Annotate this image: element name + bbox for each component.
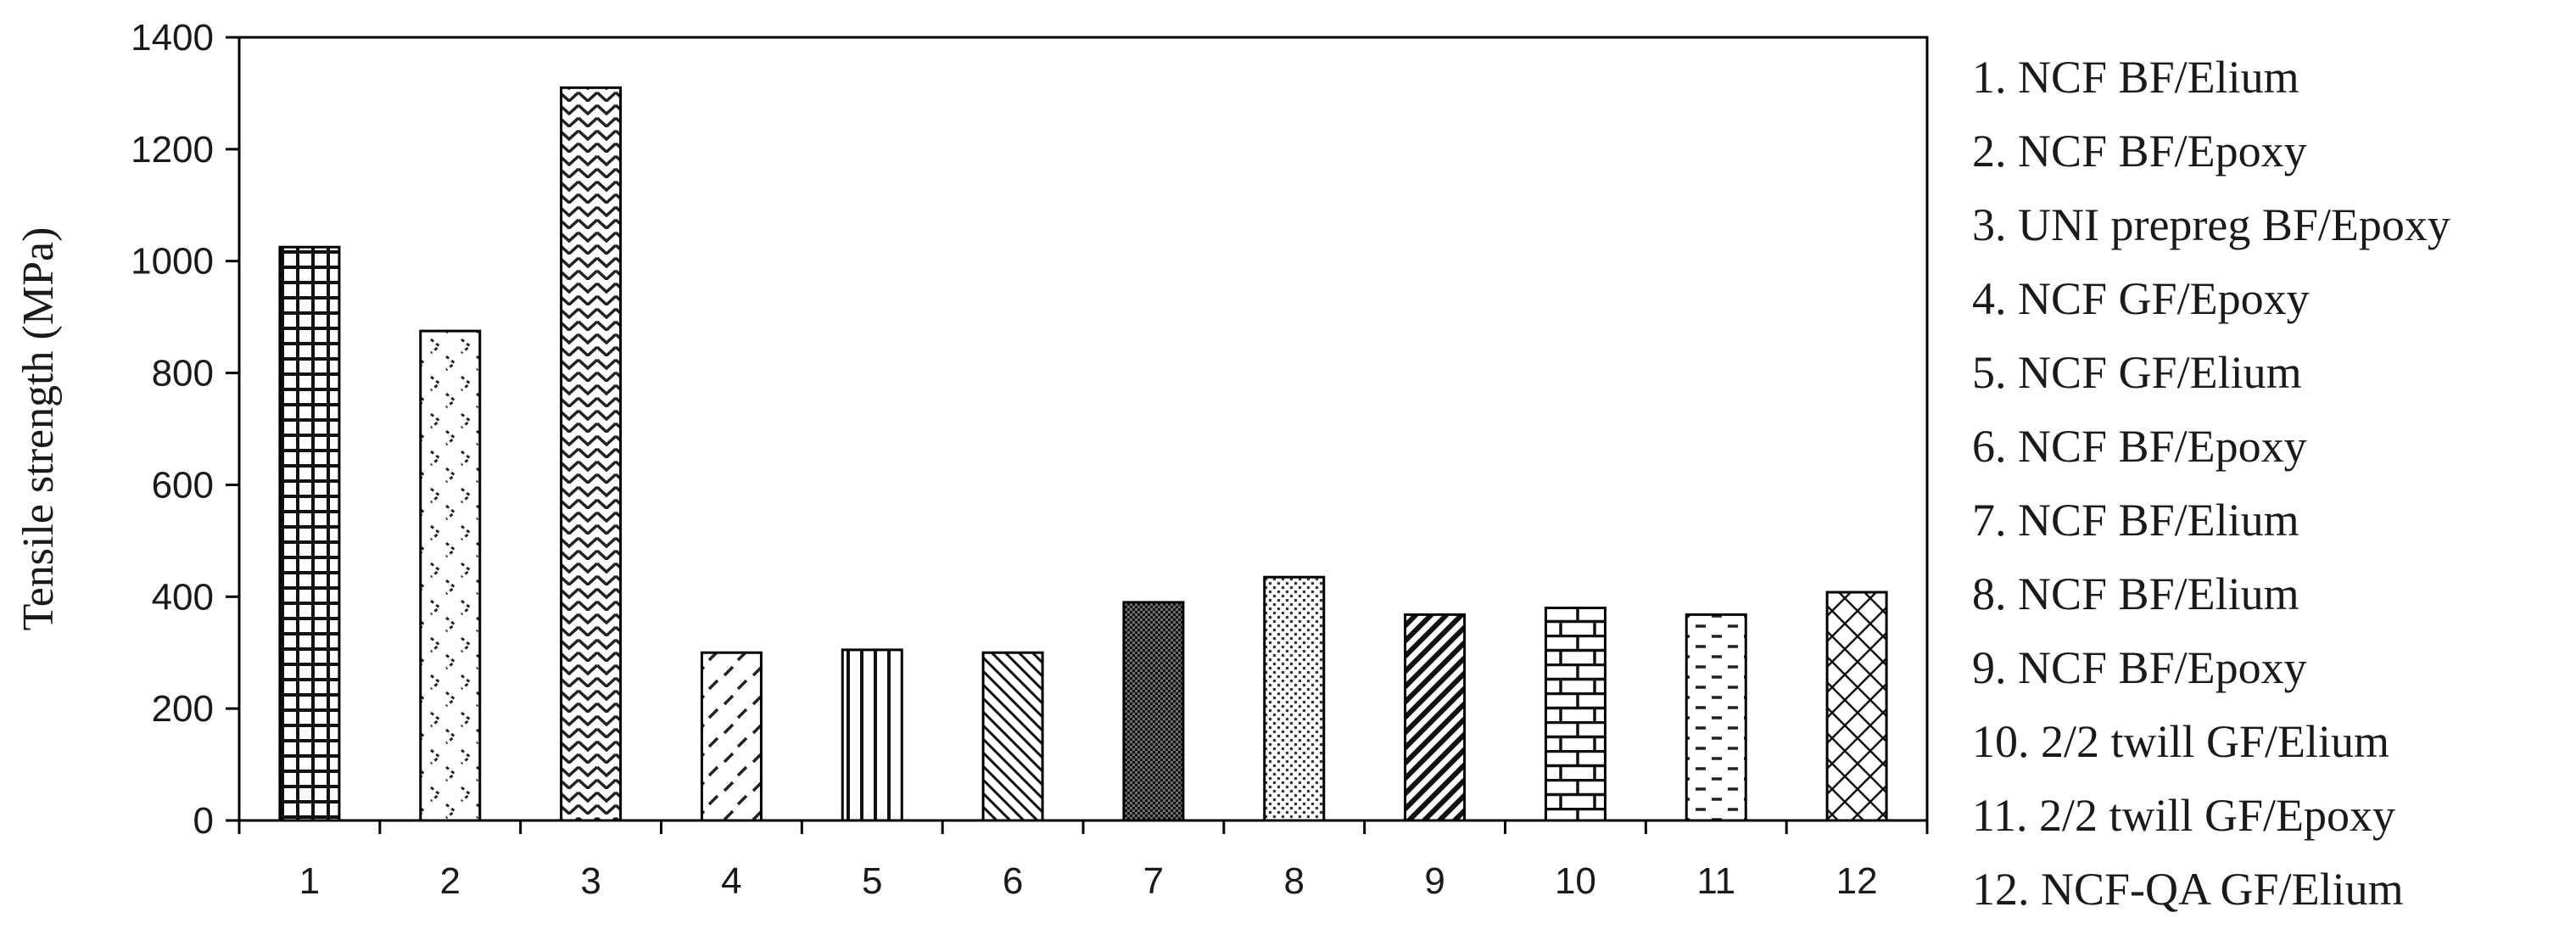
bar-4 bbox=[700, 651, 763, 822]
x-tick-label: 1 bbox=[299, 860, 320, 902]
x-tick-label: 7 bbox=[1143, 860, 1164, 902]
legend-entry: 7. NCF BF/Elium bbox=[1972, 495, 2299, 546]
x-tick-label: 6 bbox=[1003, 860, 1023, 902]
bars bbox=[278, 86, 1888, 822]
y-tick-label: 1000 bbox=[131, 241, 214, 283]
legend-entry: 9. NCF BF/Epoxy bbox=[1972, 642, 2307, 693]
y-tick-label: 600 bbox=[152, 464, 214, 506]
legend: 1. NCF BF/Elium 2. NCF BF/Epoxy 3. UNI pre… bbox=[1972, 41, 2450, 927]
legend-entry: 6. NCF BF/Epoxy bbox=[1972, 421, 2307, 472]
bar-8 bbox=[1263, 575, 1326, 822]
x-tick-label: 3 bbox=[580, 860, 601, 902]
legend-entry: 11. 2/2 twill GF/Epoxy bbox=[1972, 790, 2396, 841]
x-axis: 1 2 3 4 5 6 7 8 9 10 11 12 bbox=[237, 820, 1929, 902]
y-tick-label: 800 bbox=[152, 353, 214, 395]
bar-9 bbox=[1404, 613, 1467, 822]
plot-area-frame bbox=[237, 36, 1929, 822]
y-tick-label: 400 bbox=[152, 576, 214, 618]
y-tick-label: 0 bbox=[193, 800, 214, 842]
y-axis: 0 200 400 600 800 1000 1200 1400 bbox=[131, 17, 239, 842]
bar-11 bbox=[1685, 613, 1747, 822]
bar-10 bbox=[1544, 606, 1607, 822]
bar-2 bbox=[419, 329, 482, 822]
x-tick-label: 12 bbox=[1836, 860, 1878, 902]
bar-1 bbox=[278, 245, 341, 822]
x-tick-label: 8 bbox=[1284, 860, 1305, 902]
y-axis-label: Tensile strength (MPa) bbox=[14, 227, 63, 631]
legend-entry: 2. NCF BF/Epoxy bbox=[1972, 126, 2307, 176]
x-tick-label: 9 bbox=[1424, 860, 1444, 902]
y-tick-label: 200 bbox=[152, 688, 214, 730]
x-tick-label: 5 bbox=[862, 860, 882, 902]
legend-entry: 8. NCF BF/Elium bbox=[1972, 568, 2299, 619]
legend-entry: 3. UNI prepreg BF/Epoxy bbox=[1972, 199, 2450, 250]
legend-entry: 5. NCF GF/Elium bbox=[1972, 347, 2302, 398]
bar-6 bbox=[981, 651, 1044, 822]
legend-entry: 1. NCF BF/Elium bbox=[1972, 52, 2299, 103]
y-tick-label: 1400 bbox=[131, 17, 214, 59]
bar-12 bbox=[1825, 591, 1888, 822]
bar-5 bbox=[841, 648, 903, 822]
x-tick-label: 4 bbox=[721, 860, 741, 902]
x-tick-label: 2 bbox=[440, 860, 461, 902]
bar-7 bbox=[1122, 601, 1185, 822]
legend-entry: 10. 2/2 twill GF/Elium bbox=[1972, 716, 2390, 767]
legend-entry: 4. NCF GF/Epoxy bbox=[1972, 273, 2310, 324]
legend-entry: 12. NCF-QA GF/Elium bbox=[1972, 864, 2404, 915]
x-tick-label: 11 bbox=[1696, 860, 1735, 902]
y-tick-label: 1200 bbox=[131, 129, 214, 171]
x-tick-label: 10 bbox=[1555, 860, 1596, 902]
bar-3 bbox=[560, 86, 623, 822]
